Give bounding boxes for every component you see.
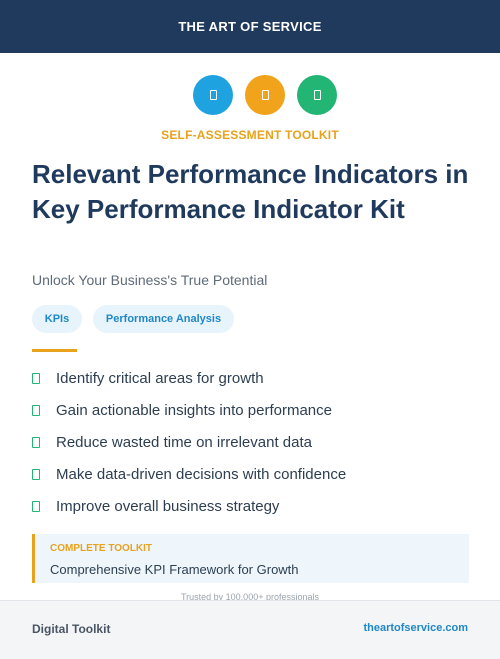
list-item-text: Gain actionable insights into performanc…	[56, 401, 332, 419]
trusted-note: Trusted by 100,000+ professionals	[180, 592, 319, 602]
list-item-text: Improve overall business strategy	[56, 497, 280, 515]
toolkit-callout: COMPLETE TOOLKIT Comprehensive KPI Frame…	[32, 534, 469, 583]
list-item-text: Identify critical areas for growth	[56, 369, 264, 387]
list-item: Reduce wasted time on irrelevant data	[32, 432, 312, 452]
tag-kpis[interactable]: KPIs	[32, 305, 82, 333]
page-subtitle: Unlock Your Business's True Potential	[32, 272, 268, 288]
document-icon	[245, 75, 285, 115]
section-divider	[32, 349, 77, 352]
header-bar: THE ART OF SERVICE	[0, 0, 500, 53]
brand-title: THE ART OF SERVICE	[178, 19, 322, 34]
list-item: Improve overall business strategy	[32, 496, 279, 516]
footer-label: Digital Toolkit	[32, 622, 111, 636]
callout-label: COMPLETE TOOLKIT	[50, 543, 153, 554]
document-icon	[193, 75, 233, 115]
list-item: Make data-driven decisions with confiden…	[32, 464, 346, 484]
check-icon	[32, 372, 40, 384]
check-icon	[32, 468, 40, 480]
website-link[interactable]: theartofservice.com	[363, 622, 468, 634]
check-icon	[32, 500, 40, 512]
callout-text: Comprehensive KPI Framework for Growth	[50, 562, 299, 577]
check-icon	[32, 436, 40, 448]
eyebrow-label: SELF-ASSESSMENT TOOLKIT	[161, 128, 339, 142]
tag-performance-analysis[interactable]: Performance Analysis	[93, 305, 234, 333]
list-item: Gain actionable insights into performanc…	[32, 400, 332, 420]
list-item-text: Make data-driven decisions with confiden…	[56, 465, 347, 483]
list-item: Identify critical areas for growth	[32, 368, 264, 388]
list-item-text: Reduce wasted time on irrelevant data	[56, 433, 312, 451]
document-icon	[297, 75, 337, 115]
icon-row	[193, 75, 338, 115]
page-title: Relevant Performance Indicators in Key P…	[32, 159, 469, 224]
footer-bar: Digital Toolkit theartofservice.com	[0, 600, 500, 659]
check-icon	[32, 404, 40, 416]
